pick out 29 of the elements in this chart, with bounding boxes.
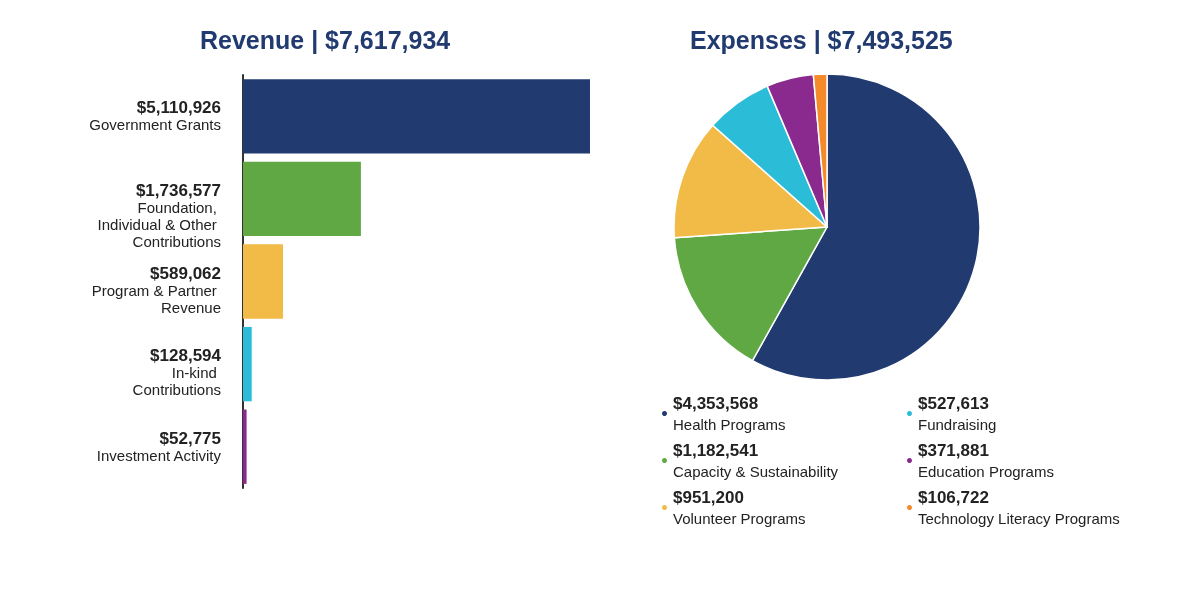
y-tick-label: Government Grants bbox=[89, 116, 221, 134]
bar bbox=[243, 161, 361, 237]
data-label: $52,775 bbox=[159, 428, 221, 448]
data-label: $128,594 bbox=[150, 346, 222, 366]
legend-label: Technology Literacy Programs bbox=[918, 510, 1120, 527]
data-label: $1,736,577 bbox=[135, 180, 221, 200]
data-label: $589,062 bbox=[150, 263, 221, 283]
bar bbox=[243, 79, 590, 154]
legend-label: Capacity & Sustainability bbox=[673, 463, 839, 480]
data-label: $106,722 bbox=[918, 488, 989, 507]
chart-title: Revenue | $7,617,934 bbox=[200, 25, 451, 54]
data-label: $4,353,568 bbox=[673, 394, 759, 413]
chart-title: Expenses | $7,493,525 bbox=[690, 25, 953, 54]
y-tick-label: Investment Activity bbox=[96, 446, 222, 464]
legend-label: Fundraising bbox=[918, 416, 997, 433]
data-label: $5,110,926 bbox=[136, 98, 221, 118]
legend-label: Volunteer Programs bbox=[673, 510, 806, 527]
bar bbox=[243, 326, 252, 402]
bar bbox=[243, 409, 247, 484]
legend-label: Education Programs bbox=[918, 463, 1054, 480]
y-tick-label: In-kind Contributions bbox=[132, 364, 221, 399]
y-tick-label: Program & Partner Revenue bbox=[91, 281, 221, 316]
data-label: $1,182,541 bbox=[673, 441, 759, 460]
legend-label: Health Programs bbox=[673, 416, 786, 433]
y-tick-label: Foundation, Individual & Other Contributions bbox=[97, 198, 221, 250]
data-label: $371,881 bbox=[918, 441, 989, 460]
bar bbox=[243, 244, 283, 319]
data-label: $527,613 bbox=[918, 394, 989, 413]
data-label: $951,200 bbox=[673, 488, 744, 507]
